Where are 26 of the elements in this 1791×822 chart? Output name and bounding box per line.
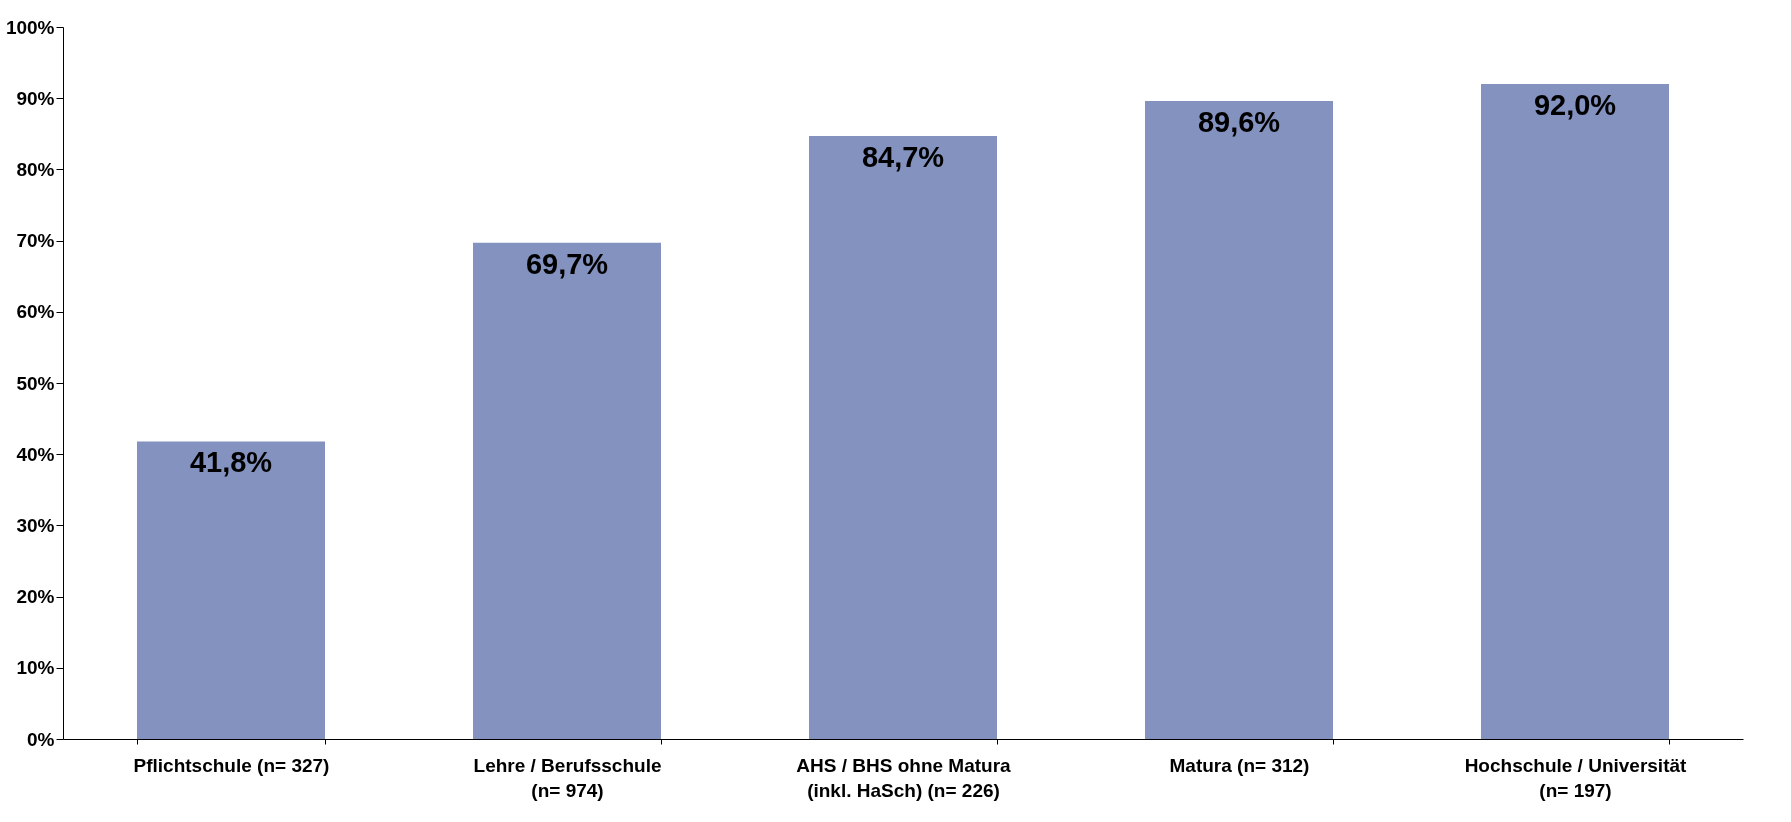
bar bbox=[809, 135, 997, 739]
data-label: 84,7% bbox=[861, 140, 945, 173]
x-tick-label: AHS / BHS ohne Matura (inkl. HaSch) (n= 226) bbox=[796, 754, 1012, 801]
y-tick-label: 80% bbox=[16, 158, 55, 180]
bar bbox=[1481, 83, 1669, 739]
y-tick-label: 90% bbox=[16, 87, 55, 109]
bar bbox=[1145, 101, 1333, 739]
y-tick-label: 20% bbox=[16, 586, 55, 608]
data-label: 89,6% bbox=[1197, 106, 1281, 139]
x-tick-label: Pflichtschule (n= 327) bbox=[133, 754, 330, 776]
y-tick-label: 50% bbox=[16, 372, 55, 394]
x-tick-label: Matura (n= 312) bbox=[1169, 754, 1310, 776]
x-tick-label: Hochschule / Universität (n= 197) bbox=[1464, 754, 1688, 801]
y-tick-label: 0% bbox=[27, 728, 55, 750]
y-tick-label: 100% bbox=[5, 16, 55, 38]
data-label: 92,0% bbox=[1533, 88, 1617, 121]
x-tick-label: Lehre / Berufsschule (n= 974) bbox=[473, 754, 662, 801]
bar bbox=[473, 242, 661, 739]
y-tick-label: 70% bbox=[16, 230, 55, 252]
bar bbox=[137, 441, 325, 739]
y-tick-label: 10% bbox=[16, 657, 55, 679]
y-tick-label: 30% bbox=[16, 514, 55, 536]
y-tick-label: 40% bbox=[16, 443, 55, 465]
data-label: 69,7% bbox=[525, 247, 609, 280]
data-label: 41,8% bbox=[189, 446, 273, 479]
y-tick-label: 60% bbox=[16, 301, 55, 323]
